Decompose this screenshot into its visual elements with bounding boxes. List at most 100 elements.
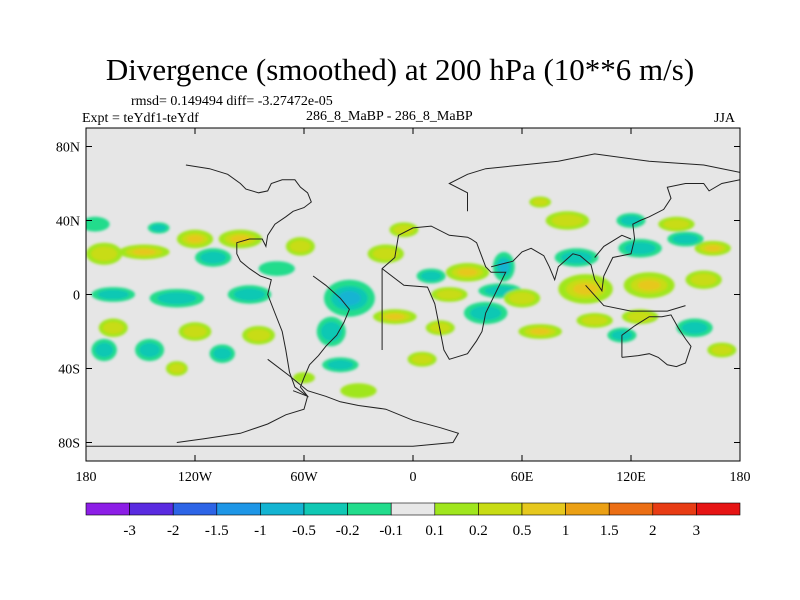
field-blob	[704, 245, 721, 252]
field-blob	[372, 247, 399, 260]
field-blob	[573, 283, 598, 295]
x-tick-label: 60W	[290, 470, 318, 485]
x-tick-label: 120W	[178, 470, 213, 485]
colorbar-swatch	[390, 502, 436, 516]
colorbar-label: 1.5	[600, 523, 619, 539]
plot-frame	[85, 127, 741, 462]
field-blob	[627, 311, 654, 322]
divergence-field	[86, 196, 737, 399]
colorbar-swatch	[303, 502, 348, 516]
coastline	[176, 164, 312, 443]
field-blob	[385, 313, 405, 320]
expt-label: Expt = teYdf1-teYdf	[82, 111, 199, 126]
field-blob	[102, 321, 124, 334]
field-blob	[132, 248, 156, 255]
coastlines	[86, 153, 740, 447]
field-blob	[246, 329, 271, 342]
colorbar: -3 -2 -1.5 -1 -0.5 -0.2 -0.1 0.1 0.2 0.5 1 1.5 2 3	[85, 502, 741, 539]
field-blob	[289, 240, 311, 253]
colorbar-swatch	[521, 502, 566, 516]
field-blob	[411, 354, 433, 365]
colorbar-label: 0.1	[425, 523, 444, 539]
field-blob	[457, 268, 478, 276]
field-blob	[213, 347, 232, 360]
field-blob	[258, 261, 295, 276]
field-blob	[637, 280, 661, 291]
field-blob	[690, 273, 717, 286]
colorbar-swatch	[216, 502, 261, 516]
colorbar-label: -3	[123, 523, 136, 539]
field-blob	[168, 363, 185, 374]
coastline	[292, 275, 350, 398]
field-blob	[663, 219, 690, 230]
field-blob	[620, 215, 642, 226]
colorbar-swatch	[565, 502, 610, 516]
colorbar-label: -2	[167, 523, 180, 539]
x-tick-label: 180	[76, 470, 97, 485]
x-tick-label: 120E	[616, 470, 646, 485]
field-blob	[200, 251, 227, 264]
field-blob	[157, 292, 197, 305]
field-blob	[97, 289, 129, 300]
field-blob	[340, 383, 377, 399]
field-blob	[233, 288, 266, 301]
field-blob	[393, 224, 415, 235]
field-blob	[95, 342, 114, 358]
colorbar-label: -0.1	[379, 523, 403, 539]
field-blob	[508, 292, 536, 305]
field-blob	[711, 345, 733, 355]
field-blob	[327, 359, 354, 370]
x-tick-label: 180	[730, 470, 751, 485]
case-label: 286_8_MaBP - 286_8_MaBP	[306, 109, 473, 124]
chart-title: Divergence (smoothed) at 200 hPa (10**6 …	[105, 52, 695, 87]
colorbar-swatch	[260, 502, 305, 516]
y-tick-label: 80N	[56, 141, 80, 156]
field-blob	[551, 214, 584, 227]
field-blob	[581, 315, 608, 326]
colorbar-label: 0.2	[469, 523, 488, 539]
colorbar-swatch	[347, 502, 392, 516]
field-blob	[150, 224, 167, 232]
field-blob	[91, 246, 118, 262]
field-blob	[183, 325, 207, 338]
coastline	[621, 314, 692, 368]
colorbar-label: -1.5	[205, 523, 229, 539]
colorbar-label: -0.2	[336, 523, 360, 539]
field-blob	[681, 321, 708, 334]
colorbar-swatch	[696, 502, 741, 516]
coastline	[490, 179, 740, 293]
field-blob	[420, 271, 442, 281]
field-blob	[429, 322, 451, 333]
colorbar-swatch	[172, 502, 218, 516]
colorbar-label: 3	[693, 523, 701, 539]
colorbar-label: -0.5	[292, 523, 316, 539]
field-blob	[530, 328, 550, 335]
field-blob	[139, 342, 161, 358]
y-tick-label: 40S	[58, 363, 80, 378]
field-blob	[436, 289, 463, 300]
colorbar-swatch	[608, 502, 654, 516]
rmsd-label: rmsd= 0.149494 diff= -3.27472e-05	[131, 94, 333, 109]
field-blob	[337, 290, 361, 306]
coastline	[448, 153, 740, 212]
colorbar-label: 1	[562, 523, 570, 539]
axis-ticks: 180 120W 60W 0 60E 120E 180 80N 40N 0 40S 80S	[56, 128, 751, 485]
field-blob	[672, 234, 699, 244]
field-blob	[320, 321, 342, 342]
field-blob	[86, 216, 110, 232]
y-tick-label: 40N	[56, 215, 80, 230]
colorbar-swatch	[652, 502, 697, 516]
field-blob	[624, 242, 656, 255]
field-blob	[186, 235, 204, 243]
colorbar-swatch	[129, 502, 174, 516]
season-label: JJA	[714, 111, 736, 126]
x-tick-label: 60E	[511, 470, 534, 485]
colorbar-swatch	[434, 502, 479, 516]
field-blob	[532, 198, 549, 206]
field-blob	[230, 235, 251, 243]
colorbar-swatch	[478, 502, 523, 516]
colorbar-label: -1	[254, 523, 267, 539]
coastline	[594, 234, 632, 258]
